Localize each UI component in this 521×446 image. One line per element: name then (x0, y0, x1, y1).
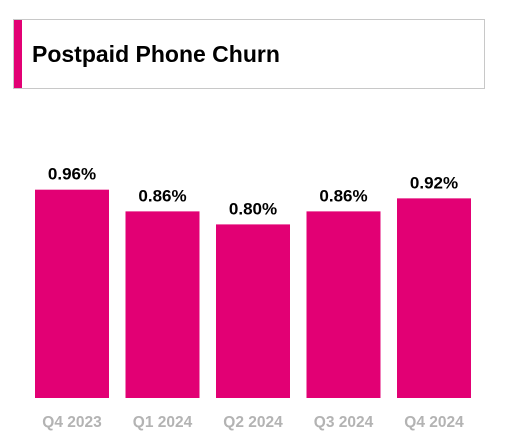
value-labels-layer: 0.96% 0.86% 0.80% 0.86% 0.92% (48, 165, 458, 219)
value-label: 0.80% (229, 199, 277, 218)
bar-q2-2024 (216, 224, 290, 398)
value-label: 0.86% (138, 186, 186, 205)
value-label: 0.86% (319, 186, 367, 205)
category-label: Q3 2024 (314, 414, 374, 431)
category-label: Q2 2024 (223, 414, 283, 431)
category-label: Q4 2024 (404, 414, 464, 431)
bars-layer (35, 189, 471, 398)
bar-q1-2024 (125, 211, 200, 398)
value-label: 0.96% (48, 165, 96, 184)
title-box: Postpaid Phone Churn (13, 19, 485, 89)
bar-q4-2023 (35, 189, 109, 398)
value-label: 0.92% (410, 173, 458, 192)
bar-q4-2024 (397, 198, 471, 398)
category-labels-layer: Q4 2023 Q1 2024 Q2 2024 Q3 2024 Q4 2024 (42, 414, 464, 431)
category-label: Q1 2024 (133, 414, 193, 431)
title-accent-bar (14, 20, 22, 88)
bar-q3-2024 (306, 211, 381, 398)
category-label: Q4 2023 (42, 414, 102, 431)
chart-title: Postpaid Phone Churn (32, 40, 280, 67)
